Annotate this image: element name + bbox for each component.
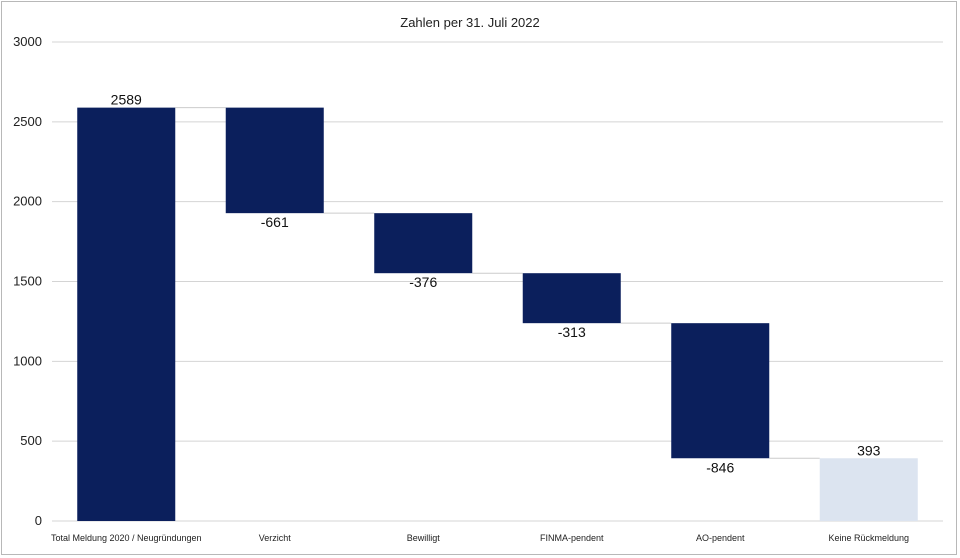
y-tick-label: 500 (20, 433, 42, 448)
x-tick-label: FINMA-pendent (540, 533, 604, 543)
gridlines (52, 41, 943, 522)
y-tick-label: 2000 (13, 194, 42, 209)
y-tick-label: 1500 (13, 274, 42, 289)
bar (819, 458, 918, 521)
x-tick-label: Total Meldung 2020 / Neugründungen (51, 533, 202, 543)
y-tick-label: 0 (35, 513, 42, 528)
data-label: -313 (558, 324, 586, 340)
y-tick-label: 2500 (13, 114, 42, 129)
connector-lines (175, 107, 820, 459)
x-tick-label: Keine Rückmeldung (828, 533, 909, 543)
bar (225, 107, 324, 214)
bar (522, 273, 621, 324)
data-label: -376 (409, 274, 437, 290)
x-tick-label: Verzicht (259, 533, 292, 543)
bar (77, 107, 176, 522)
data-label: 2589 (111, 92, 142, 108)
y-tick-label: 3000 (13, 34, 42, 49)
data-label: -661 (261, 214, 289, 230)
x-tick-label: Bewilligt (407, 533, 441, 543)
data-label: -846 (706, 459, 734, 475)
chart-title: Zahlen per 31. Juli 2022 (400, 15, 539, 30)
y-axis: 0 500 1000 1500 2000 2500 3000 (13, 34, 42, 528)
x-axis: Total Meldung 2020 / Neugründungen Verzic… (51, 533, 909, 543)
bar (374, 213, 473, 274)
bar (671, 323, 770, 459)
data-labels: 2589 -661 -376 -313 -846 393 (111, 92, 881, 476)
y-tick-label: 1000 (13, 353, 42, 368)
data-label: 393 (857, 442, 881, 458)
x-tick-label: AO-pendent (696, 533, 745, 543)
bars (77, 107, 918, 522)
